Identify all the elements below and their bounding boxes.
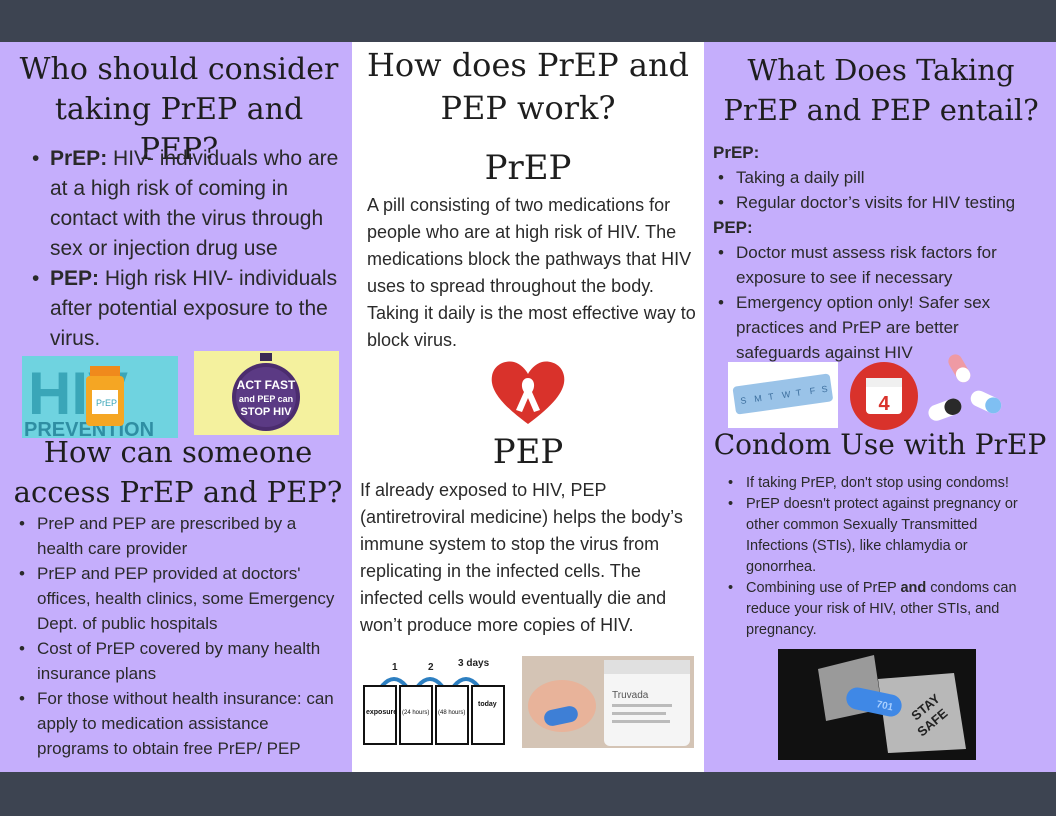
pep-timeline-image: 1 2 3 days exposure (24 hours) (48 hours…: [362, 656, 516, 750]
right-panel: What Does Taking PrEP and PEP entail? Pr…: [704, 42, 1056, 772]
svg-text:STOP HIV: STOP HIV: [241, 406, 293, 418]
svg-text:(48 hours): (48 hours): [438, 710, 465, 716]
what-does-entail-title: What Does Taking PrEP and PEP entail?: [723, 53, 1039, 127]
pep-heading: PEP: [492, 432, 564, 472]
list-item: • Regular doctor’s visits for HIV testing: [718, 193, 1016, 212]
bottom-band: [0, 772, 1056, 816]
svg-text:today: today: [478, 701, 497, 708]
list-item: Combining use of PrEP and condoms can re…: [728, 578, 1038, 641]
heart-ribbon-icon: [488, 358, 568, 428]
pep-label: PEP:: [713, 218, 753, 237]
svg-text:M: M: [754, 393, 763, 404]
svg-text:4: 4: [878, 393, 890, 415]
list-item: PrEP: HIV- individuals who are at a high…: [32, 144, 346, 264]
svg-text:F: F: [809, 385, 816, 396]
svg-text:S: S: [740, 395, 747, 406]
list-item: Cost of PrEP covered by many health insu…: [19, 636, 341, 686]
how-does-work-title: How does PrEP and PEP work?: [366, 46, 690, 127]
top-band: [0, 0, 1056, 42]
svg-text:exposure: exposure: [366, 709, 397, 716]
entail-content: PrEP: • Taking a daily pill • Regular doct…: [713, 140, 1053, 365]
act-fast-image: ACT FAST and PEP can STOP HIV: [194, 351, 339, 435]
svg-text:PrEP: PrEP: [96, 398, 117, 408]
list-item: • Doctor must assess risk factors for exp…: [718, 243, 997, 287]
list-item: PrEP doesn't protect against pregnancy o…: [728, 494, 1038, 578]
left-panel: Who should consider taking PrEP and PEP?…: [0, 42, 352, 772]
svg-text:T: T: [767, 391, 774, 402]
who-should-consider-title: Who should consider taking PrEP and PEP?: [19, 52, 339, 167]
svg-text:(24 hours): (24 hours): [402, 710, 429, 716]
access-bullets: PreP and PEP are prescribed by a health …: [19, 511, 341, 761]
middle-panel: How does PrEP and PEP work? PrEP A pill …: [352, 42, 704, 772]
svg-text:S: S: [821, 384, 828, 395]
truvada-photo: Truvada: [522, 656, 694, 748]
condom-use-title: Condom Use with PrEP: [713, 428, 1047, 461]
access-title: How can someone access PrEP and PEP?: [13, 435, 343, 509]
pep-description: If already exposed to HIV, PEP (antiretr…: [360, 480, 683, 635]
svg-text:1: 1: [392, 662, 398, 673]
condom-bullets: If taking PrEP, don't stop using condoms…: [728, 473, 1038, 641]
list-item: • Taking a daily pill: [718, 168, 865, 187]
who-bullets: PrEP: HIV- individuals who are at a high…: [32, 144, 346, 354]
list-item: PreP and PEP are prescribed by a health …: [19, 511, 341, 561]
stay-safe-image: 701 STAY SAFE: [778, 649, 976, 760]
svg-text:Truvada: Truvada: [612, 690, 649, 701]
svg-text:3 days: 3 days: [458, 658, 490, 669]
hiv-prevention-image: HIV PREVENTION PrEP: [22, 356, 178, 438]
prep-label: PrEP:: [713, 143, 760, 162]
svg-text:T: T: [795, 387, 802, 398]
svg-text:W: W: [781, 389, 791, 400]
list-item: If taking PrEP, don't stop using condoms…: [728, 473, 1038, 494]
calendar-pills-image: 4: [848, 344, 1012, 436]
prep-description: A pill consisting of two medications for…: [367, 195, 696, 350]
svg-text:and PEP can: and PEP can: [239, 394, 293, 404]
list-item: PEP: High risk HIV- individuals after po…: [32, 264, 346, 354]
prep-heading: PrEP: [484, 148, 572, 188]
svg-text:2: 2: [428, 662, 434, 673]
pillbox-image: S M T W T F S: [728, 362, 838, 428]
svg-text:ACT FAST: ACT FAST: [237, 378, 296, 392]
list-item: • Emergency option only! Safer sex practi…: [718, 293, 991, 362]
list-item: PrEP and PEP provided at doctors' office…: [19, 561, 341, 636]
svg-text:701: 701: [875, 699, 894, 713]
list-item: For those without health insurance: can …: [19, 686, 341, 761]
